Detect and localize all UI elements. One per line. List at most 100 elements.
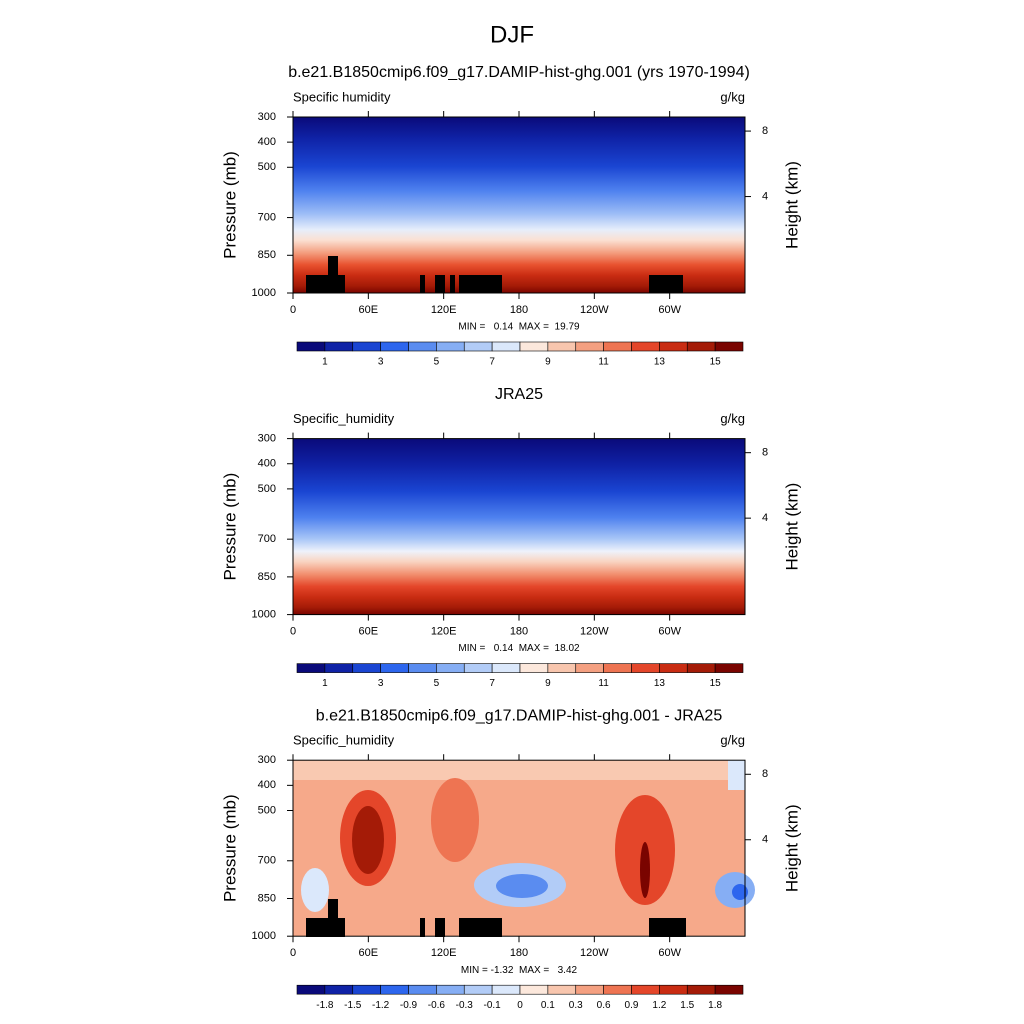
x-tick-label: 0 [290,947,296,959]
x-tick-label: 60E [359,626,379,638]
y2-tick-label: 8 [762,125,768,137]
y-tick-label: 850 [258,571,276,583]
y2-tick-label: 4 [762,834,768,846]
colorbar-box [408,984,437,995]
colorbar-label: -0.6 [428,1000,446,1011]
colorbar-box [463,663,493,673]
panel-title: b.e21.B1850cmip6.f09_g17.DAMIP-hist-ghg.… [288,64,750,81]
colorbar-box [547,341,577,352]
colorbar-label: -0.1 [484,1000,502,1011]
x-tick-label: 60E [359,304,379,316]
contour-field [293,438,745,615]
colorbar-box [380,341,409,352]
colorbar-box [324,341,354,352]
x-tick-label: 60W [658,304,681,316]
colorbar-label: 0 [517,1000,523,1011]
colorbar-box [714,341,744,352]
x-tick-label: 0 [290,626,296,638]
y-axis-label: Pressure (mb) [220,473,239,581]
colorbar-box [575,341,604,352]
figure-title: DJF [490,21,534,48]
colorbar-box [324,663,354,673]
colorbar-box [324,984,354,995]
min-max: MIN = 0.14 MAX = 19.79 [458,322,580,333]
panel-title: JRA25 [495,386,543,403]
topography [306,256,686,937]
topo [420,918,425,937]
colorbar-box [519,341,549,352]
y-axis-label: Pressure (mb) [220,794,239,902]
left-label: Specific_humidity [293,411,395,426]
y-tick-label: 500 [258,804,276,816]
x-tick-label: 180 [510,947,528,959]
colorbar-box [296,984,326,995]
topo [649,275,683,293]
colorbar-label: 3 [378,357,384,368]
x-tick-label: 60W [658,947,681,959]
colorbar-label: 13 [654,357,666,368]
contour-blob [732,884,748,900]
colorbar-label: 7 [489,357,495,368]
colorbar-label: 15 [710,357,722,368]
y-axis-label: Pressure (mb) [220,151,239,259]
contour-field [293,117,745,293]
colorbar-label: 11 [598,678,609,689]
colorbar-box [380,663,409,673]
colorbar-box [296,341,326,352]
colorbar-box [408,663,437,673]
topo [649,918,686,937]
colorbar-label: 3 [378,678,384,689]
y-tick-label: 700 [258,855,276,867]
contour-blob [301,868,329,912]
colorbar-box [436,663,465,673]
y-tick-label: 500 [258,483,276,495]
colorbar-box [408,341,437,352]
y2-axis-label: Height (km) [782,161,801,249]
contour-blob [352,806,384,874]
colorbar-box [603,341,632,352]
x-tick-label: 120W [580,304,609,316]
y-tick-label: 700 [258,533,276,545]
x-tick-label: 120E [431,947,457,959]
colorbar-box [631,341,660,352]
y-tick-label: 400 [258,136,276,148]
colorbar-box [491,663,521,673]
x-tick-label: 120E [431,626,457,638]
colorbar-box [491,341,521,352]
colorbar-label: 9 [545,678,551,689]
right-label: g/kg [720,411,745,426]
colorbar-box [436,341,465,352]
colorbar-box [491,984,521,995]
y2-axis-label: Height (km) [782,483,801,571]
colorbar-box [659,984,688,995]
right-label: g/kg [720,733,745,748]
right-label: g/kg [720,89,745,104]
y-tick-label: 850 [258,249,276,261]
colorbar-box [463,341,493,352]
colorbar-box [686,984,716,995]
min-max: MIN = -1.32 MAX = 3.42 [461,965,578,976]
left-label: Specific_humidity [293,733,395,748]
colorbar-label: 1.5 [680,1000,694,1011]
contour-features [293,760,755,912]
colorbar-box [547,984,577,995]
topo [328,256,338,275]
colorbar-label: 9 [545,357,551,368]
y-tick-label: 300 [258,433,276,445]
colorbar-label: -1.5 [344,1000,362,1011]
colorbar-box [686,663,716,673]
colorbar-label: 1.2 [652,1000,666,1011]
colorbar-box [603,663,632,673]
colorbar-label: 1 [322,678,328,689]
y2-tick-label: 4 [762,512,768,524]
min-max: MIN = 0.14 MAX = 18.02 [458,643,580,654]
colorbar-label: 0.6 [597,1000,611,1011]
x-tick-label: 120W [580,626,609,638]
colorbar-box [575,663,604,673]
colorbar-box [296,663,326,673]
colorbar-box [575,984,604,995]
colorbar-box [631,984,660,995]
topo [459,918,502,937]
